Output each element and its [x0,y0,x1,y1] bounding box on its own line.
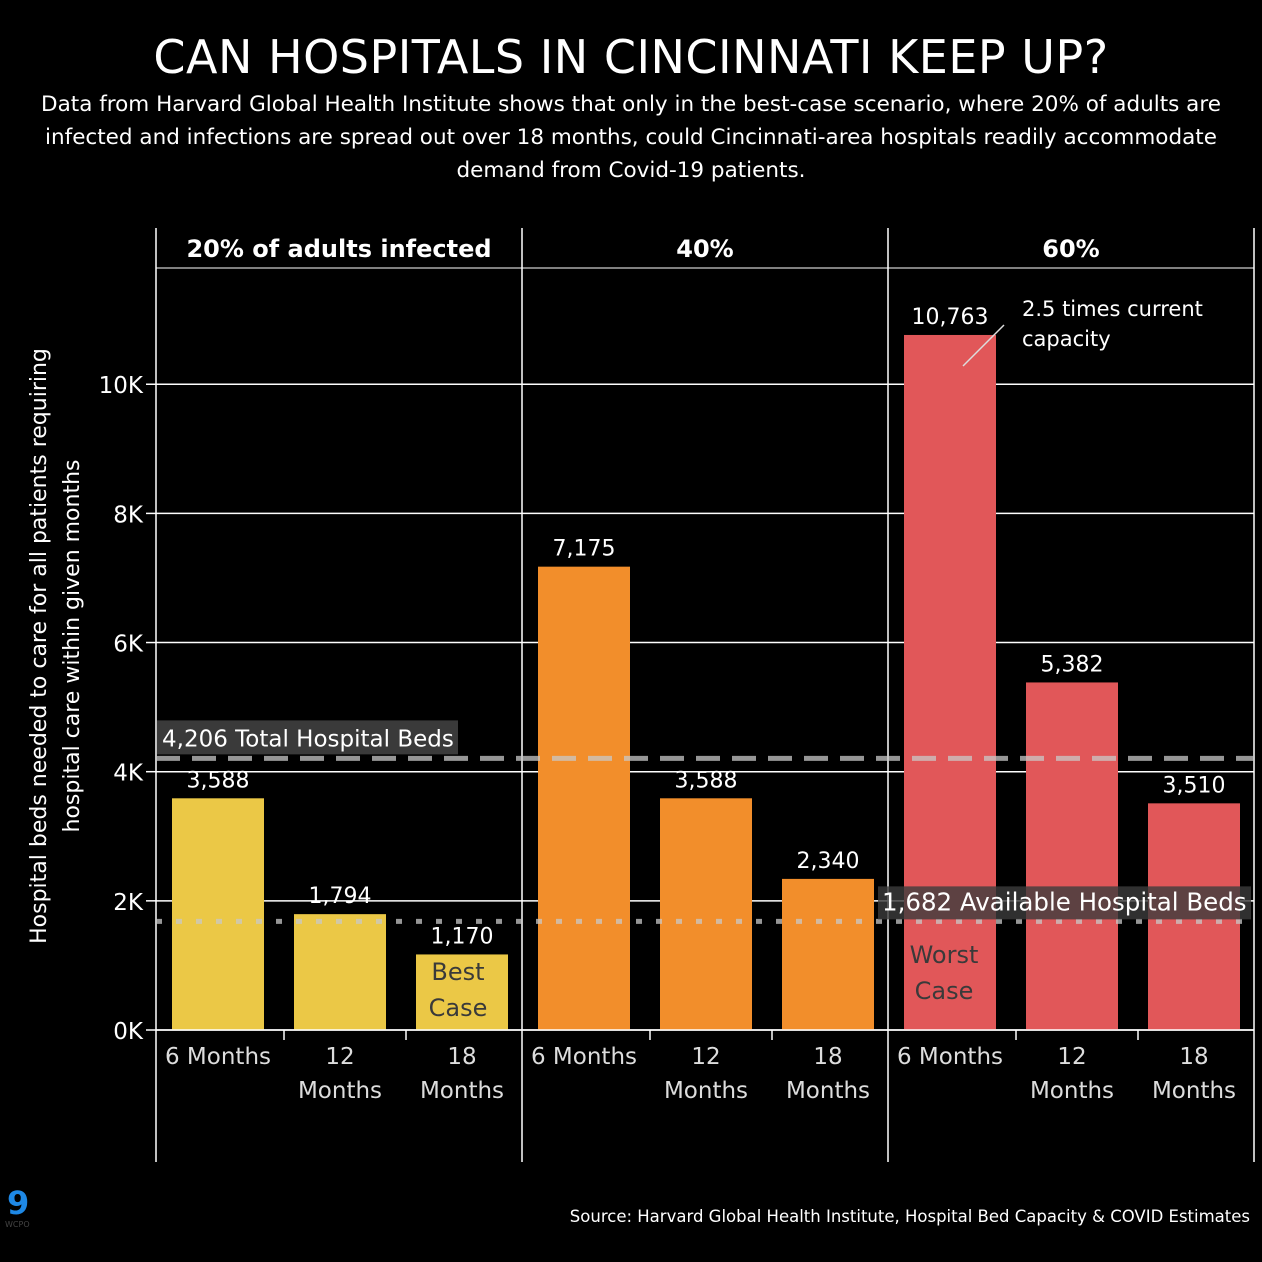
y-axis-label: hospital care within given months [60,460,85,833]
x-tick-label: Months [298,1078,382,1104]
data-label: 3,588 [187,768,250,793]
callout-text: 2.5 times current [1022,297,1203,321]
x-tick-label: 6 Months [531,1044,637,1070]
panel-header: 60% [1042,235,1099,263]
bar [538,566,630,1030]
bar [172,798,264,1030]
callout-line [962,324,1005,367]
bar-annotation: Best [431,958,484,986]
data-label: 2,340 [797,849,860,874]
source-note: Source: Harvard Global Health Institute,… [569,1207,1250,1226]
svg-text:WCPO: WCPO [5,1220,30,1229]
x-tick-label: 18 [447,1044,476,1070]
bar [416,954,508,1030]
data-label: 3,588 [675,768,738,793]
x-tick-label: 18 [813,1044,842,1070]
data-label: 10,763 [912,305,989,330]
x-tick-label: Months [420,1078,504,1104]
y-tick-label: 8K [113,502,144,528]
y-tick-label: 4K [113,761,144,787]
reference-label-box [157,720,458,755]
x-tick-label: 12 [691,1044,720,1070]
y-axis-label: Hospital beds needed to care for all pat… [27,348,52,944]
x-tick-label: 12 [325,1044,354,1070]
chart-title: CAN HOSPITALS IN CINCINNATI KEEP UP? [153,30,1109,84]
x-tick-label: Months [1152,1078,1236,1104]
y-tick-label: 10K [99,373,144,399]
bar [782,878,874,1030]
bar [904,334,996,1031]
reference-label: 4,206 Total Hospital Beds [162,726,454,752]
x-tick-label: Months [1030,1078,1114,1104]
x-tick-label: 6 Months [897,1044,1003,1070]
reference-label: 1,682 Available Hospital Beds [882,887,1247,916]
chart-subtitle: Data from Harvard Global Health Institut… [41,92,1221,183]
bar [660,798,752,1030]
bar-annotation: Case [429,994,488,1022]
bar-annotation: Worst [910,941,979,969]
x-tick-label: Months [664,1078,748,1104]
data-label: 7,175 [553,537,616,562]
data-label: 1,170 [431,924,494,949]
x-tick-label: 18 [1179,1044,1208,1070]
y-tick-label: 6K [113,632,144,658]
reference-label-box [878,886,1251,920]
data-label: 3,510 [1163,773,1226,798]
y-tick-label: 2K [113,890,144,916]
svg-text:9: 9 [7,1184,29,1222]
x-tick-label: Months [786,1078,870,1104]
callout-text: capacity [1022,327,1111,351]
x-tick-label: 6 Months [165,1044,271,1070]
y-tick-label: 0K [113,1019,144,1045]
bar [1026,682,1118,1030]
panel-header: 40% [676,235,733,263]
bar [294,914,386,1030]
panel-header: 20% of adults infected [186,235,491,263]
data-label: 1,794 [309,884,372,909]
x-tick-label: 12 [1057,1044,1086,1070]
data-label: 5,382 [1041,652,1104,677]
bar-annotation: Case [915,977,974,1005]
